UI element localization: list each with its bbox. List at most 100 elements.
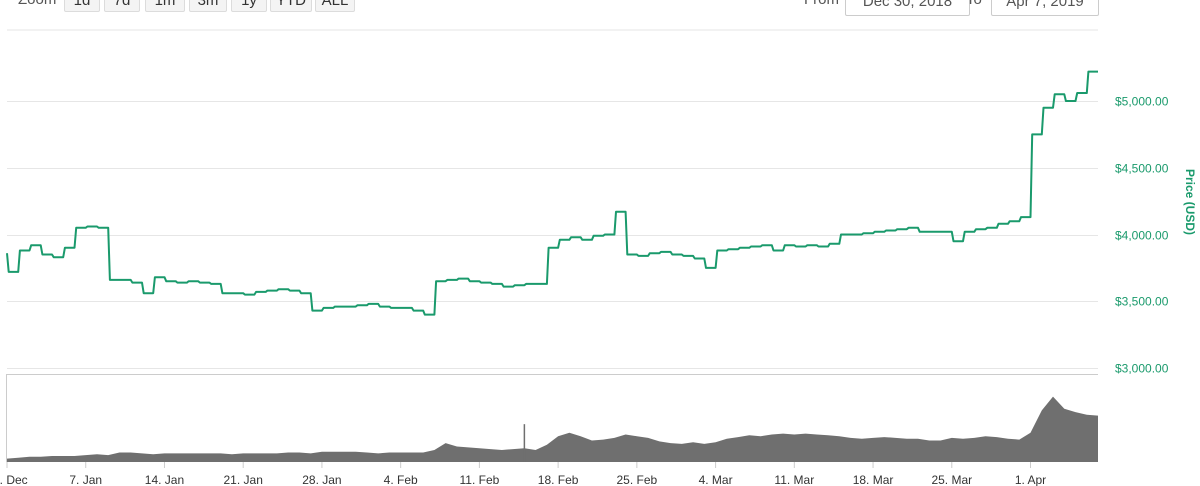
x-tick-label: 11. Mar: [774, 473, 814, 486]
zoom-all-button[interactable]: ALL: [315, 0, 355, 12]
x-tick-label: 14. Jan: [145, 473, 184, 486]
to-date-input[interactable]: Apr 7, 2019: [991, 0, 1099, 16]
price-point: [16, 269, 21, 274]
x-tick-label: 25. Feb: [617, 473, 658, 486]
price-point: [376, 301, 381, 306]
price-point: [522, 283, 527, 288]
price-point: [106, 225, 111, 230]
zoom-1m-button[interactable]: 1m: [145, 0, 185, 12]
price-point: [196, 279, 201, 284]
zoom-ytd-button[interactable]: YTD: [270, 0, 312, 12]
price-point: [904, 227, 909, 232]
price-point: [1084, 91, 1089, 96]
x-tick-label: 21. Jan: [224, 473, 263, 486]
price-point: [38, 243, 43, 248]
price-line: [6, 70, 1098, 316]
x-tick-label: 4. Mar: [699, 473, 733, 486]
price-point: [949, 229, 954, 234]
price-point: [1028, 215, 1033, 220]
x-axis: 31. Dec 7. Jan 14. Jan 21. Jan 28. Jan 4. Feb…: [0, 462, 1046, 486]
x-tick-label: 18. Mar: [853, 473, 894, 486]
price-point: [331, 305, 336, 310]
price-point: [342, 304, 347, 309]
price-point: [567, 237, 572, 242]
price-point: [736, 247, 741, 252]
y-tick-label: $4,500.00: [1115, 162, 1169, 176]
price-point: [961, 239, 966, 244]
price-point: [623, 209, 628, 214]
price-point: [533, 281, 538, 286]
y-tick-label: $5,000.00: [1115, 95, 1169, 109]
price-point: [691, 253, 696, 258]
y-tick-label: $4,000.00: [1115, 229, 1169, 243]
y-tick-label: $3,500.00: [1115, 295, 1169, 309]
from-label: From: [804, 0, 839, 12]
price-point: [747, 245, 752, 250]
price-point: [364, 303, 369, 308]
price-point: [229, 291, 234, 296]
price-point: [286, 287, 291, 292]
price-point: [50, 252, 55, 257]
price-point: [27, 248, 32, 253]
price-point: [140, 280, 145, 285]
price-point: [151, 291, 156, 296]
zoom-7d-button[interactable]: 7d: [104, 0, 140, 12]
price-point: [713, 265, 718, 270]
price-point: [297, 288, 302, 293]
price-point: [95, 224, 100, 229]
price-point: [994, 225, 999, 230]
price-point: [724, 248, 729, 253]
x-tick-label: 25. Mar: [931, 473, 972, 486]
zoom-label: Zoom: [18, 0, 56, 12]
price-point: [308, 291, 313, 296]
volume-area-path: [7, 396, 1098, 462]
price-point: [702, 256, 707, 261]
price-point: [871, 231, 876, 236]
zoom-1y-button[interactable]: 1y: [231, 0, 267, 12]
price-point: [657, 251, 662, 256]
to-label: To: [966, 0, 982, 12]
price-point: [826, 244, 831, 249]
price-point: [1051, 105, 1056, 110]
price-point: [837, 241, 842, 246]
price-point: [398, 305, 403, 310]
price-point: [274, 288, 279, 293]
price-point: [1039, 132, 1044, 137]
price-point: [477, 279, 482, 284]
price-point: [218, 281, 223, 286]
x-tick-label: 7. Jan: [69, 473, 102, 486]
price-point: [61, 255, 66, 260]
price-point: [578, 235, 583, 240]
price-point: [938, 229, 943, 234]
price-point: [927, 229, 932, 234]
price-point: [387, 304, 392, 309]
price-point: [916, 225, 921, 230]
price-point: [488, 280, 493, 285]
price-point: [83, 225, 88, 230]
price-point: [589, 237, 594, 242]
price-point: [1096, 69, 1101, 74]
y-axis-title: Price (USD): [1183, 169, 1197, 235]
grid-lines: [6, 29, 1098, 462]
price-point: [421, 308, 426, 313]
price-point: [5, 251, 10, 256]
price-point: [781, 248, 786, 253]
price-point: [207, 280, 212, 285]
price-point: [511, 284, 516, 289]
price-point: [634, 252, 639, 257]
price-point: [1062, 92, 1067, 97]
price-point: [556, 245, 561, 250]
range-selector: Zoom 1d 7d 1m 3m 1y YTD ALL From Dec 30,…: [0, 0, 1200, 22]
zoom-1d-button[interactable]: 1d: [64, 0, 100, 12]
price-point: [499, 281, 504, 286]
price-point: [1073, 99, 1078, 104]
from-date-input[interactable]: Dec 30, 2018: [845, 0, 970, 16]
price-point: [241, 291, 246, 296]
zoom-3m-button[interactable]: 3m: [189, 0, 227, 12]
y-axis: $3,000.00 $3,500.00 $4,000.00 $4,500.00 $5,0…: [1115, 95, 1169, 376]
y-tick-label: $3,000.00: [1115, 362, 1169, 376]
x-tick-label: 1. Apr: [1015, 473, 1046, 486]
price-point: [252, 292, 257, 297]
price-point: [466, 276, 471, 281]
